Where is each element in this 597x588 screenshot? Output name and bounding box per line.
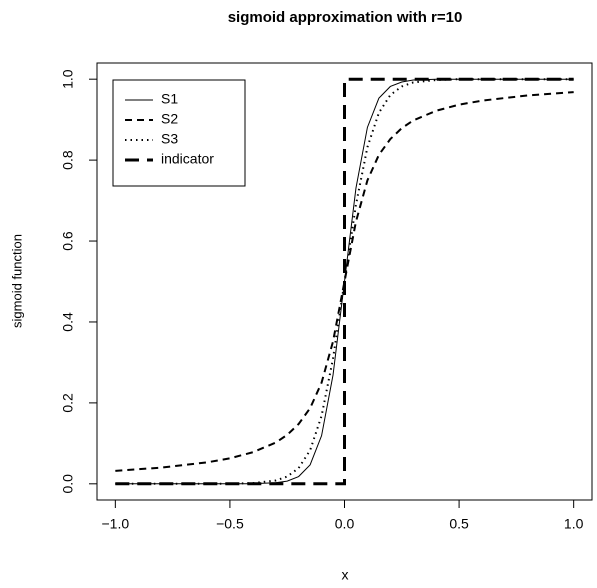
x-tick-label: −0.5: [216, 516, 244, 532]
y-tick-label: 0.8: [60, 150, 76, 170]
x-tick-label: 1.0: [564, 516, 584, 532]
legend-label: S3: [161, 131, 178, 147]
x-tick-label: −1.0: [102, 516, 130, 532]
series-line: [115, 77, 574, 486]
series-line: [115, 91, 574, 472]
y-tick-label: 0.6: [60, 231, 76, 251]
y-tick-label: 1.0: [60, 69, 76, 89]
legend-label: indicator: [161, 151, 214, 167]
legend-box: [112, 79, 246, 187]
y-tick-label: 0.4: [60, 312, 76, 332]
y-tick-label: 0.0: [60, 474, 76, 494]
chart-title: sigmoid approximation with r=10: [228, 9, 463, 26]
x-tick-label: 0.5: [449, 516, 469, 532]
x-axis-label: x: [342, 567, 349, 583]
x-tick-label: 0.0: [335, 516, 355, 532]
y-axis-label: sigmoid function: [9, 234, 24, 328]
y-tick-label: 0.2: [60, 393, 76, 413]
legend-label: S2: [161, 111, 178, 127]
legend-label: S1: [161, 91, 178, 107]
